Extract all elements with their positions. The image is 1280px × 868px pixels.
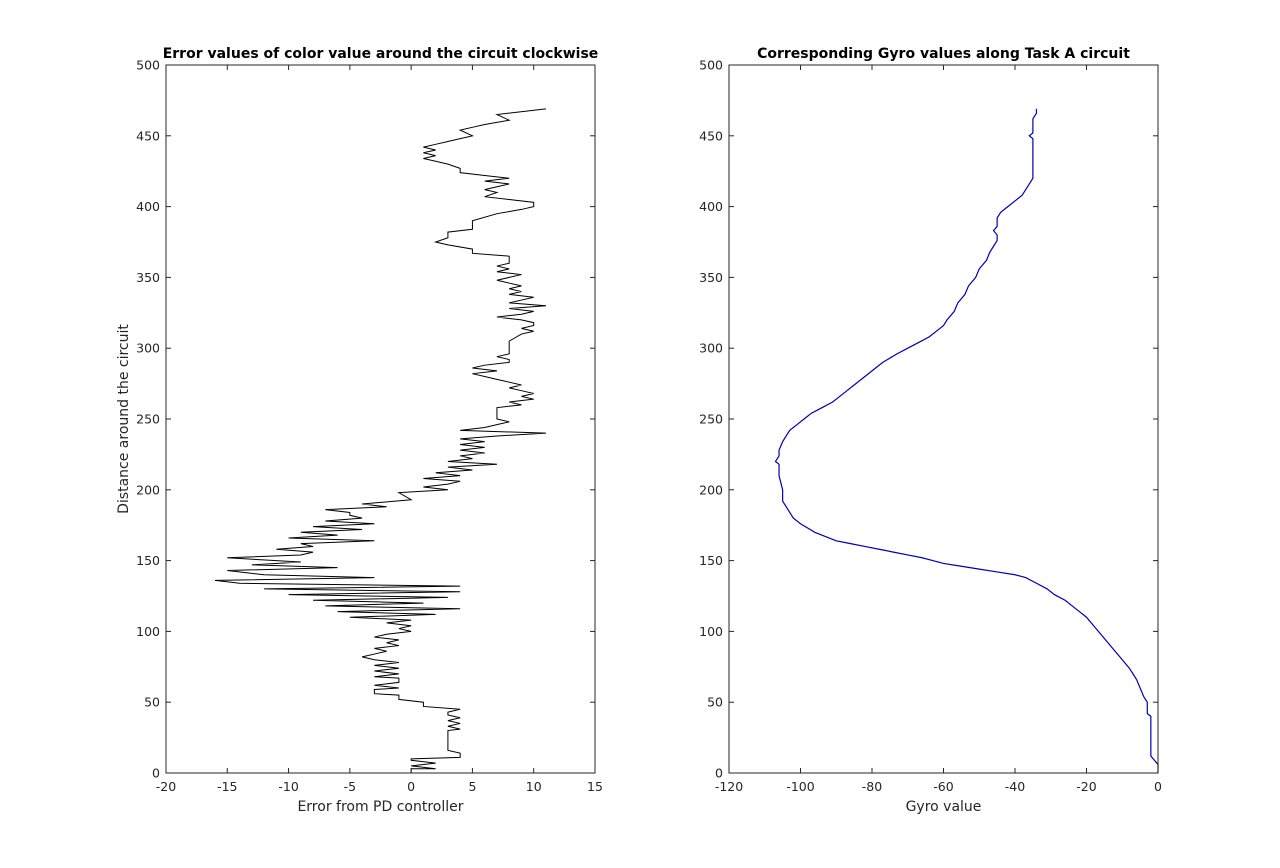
y-tick-label: 50 [707,695,723,710]
x-tick-label: -80 [862,779,882,794]
x-tick-label: -120 [715,779,743,794]
series-line-error [214,108,547,773]
x-tick-label: -100 [786,779,814,794]
y-tick-label: 200 [136,482,160,497]
x-tick-label: -60 [933,779,953,794]
x-tick-label: -5 [344,779,356,794]
y-tick-label: 400 [136,199,160,214]
x-tick-label: -10 [278,779,298,794]
x-axis-label: Error from PD controller [297,799,463,815]
y-tick-label: 450 [136,128,160,143]
y-tick-label: 100 [136,624,160,639]
y-tick-label: 50 [144,695,160,710]
y-tick-label: 400 [699,199,723,214]
x-tick-label: -20 [156,779,176,794]
y-tick-label: 100 [699,624,723,639]
x-tick-label: 10 [526,779,542,794]
axes-box [728,64,1159,774]
x-tick-label: 0 [407,779,415,794]
y-tick-label: 0 [715,766,723,781]
x-tick-label: -20 [1076,779,1096,794]
y-tick-label: 250 [136,412,160,427]
axes-box [165,64,596,774]
chart-title: Corresponding Gyro values along Task A c… [757,46,1130,62]
y-tick-label: 450 [699,128,723,143]
chart-gyro-values: Corresponding Gyro values along Task A c… [699,46,1162,815]
y-tick-label: 150 [699,553,723,568]
y-tick-label: 500 [699,58,723,73]
x-tick-label: -40 [1005,779,1025,794]
x-tick-label: 5 [468,779,476,794]
y-tick-label: 300 [699,341,723,356]
y-tick-label: 250 [699,412,723,427]
chart-title: Error values of color value around the c… [163,46,599,62]
y-tick-label: 0 [152,766,160,781]
x-tick-label: 15 [587,779,603,794]
x-tick-label: -15 [217,779,237,794]
y-tick-label: 350 [699,270,723,285]
y-tick-label: 150 [136,553,160,568]
x-tick-label: 0 [1154,779,1162,794]
y-tick-label: 200 [699,482,723,497]
y-tick-label: 500 [136,58,160,73]
y-tick-label: 350 [136,270,160,285]
series-line-gyro [774,108,1159,773]
y-axis-label: Distance around the circuit [116,324,132,514]
y-tick-label: 300 [136,341,160,356]
chart-error-values: Error values of color value around the c… [116,46,603,815]
x-axis-label: Gyro value [906,799,982,815]
